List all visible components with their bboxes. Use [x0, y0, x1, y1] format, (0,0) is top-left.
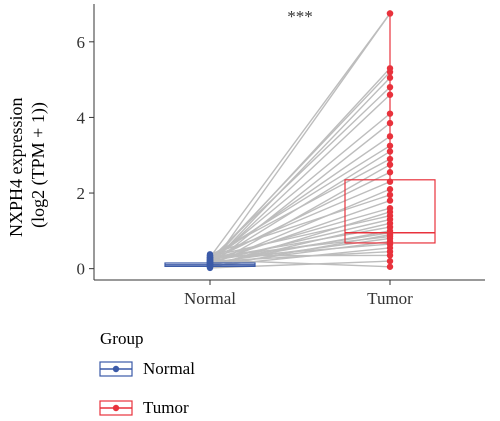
y-tick-label: 0	[77, 260, 86, 279]
y-tick-label: 2	[77, 184, 86, 203]
pair-line	[209, 13, 391, 258]
legend-key-tumor	[99, 400, 133, 416]
points-tumor	[386, 10, 394, 270]
point-tumor	[386, 178, 394, 185]
pair-line	[209, 211, 391, 268]
point-tumor	[386, 142, 394, 149]
point-tumor	[386, 191, 394, 199]
point-tumor	[386, 68, 394, 76]
point-tumor	[386, 263, 394, 270]
point-normal	[206, 256, 214, 264]
point-tumor	[386, 148, 394, 155]
pair-line	[209, 113, 391, 263]
pair-line	[209, 250, 391, 263]
point-tumor	[386, 133, 394, 140]
pair-line	[209, 259, 391, 268]
x-tick-label: Normal	[184, 289, 236, 308]
pair-line	[209, 13, 391, 268]
legend-label-normal: Normal	[143, 359, 195, 378]
point-tumor	[386, 155, 394, 163]
pair-line	[209, 158, 391, 257]
x-ticks: Normal Tumor	[184, 280, 413, 308]
pair-line	[209, 86, 391, 260]
pair-line	[209, 215, 391, 258]
pair-line	[209, 94, 391, 265]
point-tumor	[386, 119, 394, 127]
y-tick-label: 4	[77, 108, 86, 127]
legend-title: Group	[100, 329, 143, 348]
pair-line	[209, 194, 391, 255]
legend-key-normal	[99, 361, 133, 377]
legend-label-tumor: Tumor	[143, 398, 189, 417]
pair-line	[209, 207, 391, 261]
pair-line	[209, 218, 391, 263]
legend-entry-tumor: Tumor	[99, 398, 189, 417]
point-tumor	[386, 169, 394, 176]
point-tumor	[386, 91, 394, 98]
point-tumor	[386, 110, 394, 117]
point-tumor	[386, 83, 394, 91]
pair-line	[209, 181, 391, 259]
significance-label: ***	[287, 7, 313, 26]
point-normal	[206, 264, 214, 272]
pair-line	[209, 235, 391, 259]
pair-line	[209, 171, 391, 262]
legend: Group Normal Tumor	[99, 329, 195, 417]
point-tumor	[386, 74, 394, 81]
legend-entry-normal: Normal	[99, 359, 195, 378]
legend-key-point	[112, 365, 120, 373]
point-tumor	[386, 161, 394, 168]
point-tumor	[386, 257, 394, 265]
point-tumor	[386, 197, 394, 204]
y-axis-label: NXPH4 expression (log2 (TPM + 1))	[6, 93, 49, 237]
y-ticks: 0 2 4 6	[77, 33, 94, 279]
plot-area	[164, 10, 436, 272]
point-tumor	[386, 252, 394, 259]
x-tick-label: Tumor	[367, 289, 413, 308]
point-tumor	[386, 186, 394, 193]
pair-line	[209, 122, 391, 267]
y-axis-label-line-2: (log2 (TPM + 1))	[28, 102, 49, 228]
legend-key-point	[112, 404, 120, 412]
pair-line	[209, 77, 391, 266]
y-axis-label-line-1: NXPH4 expression	[6, 98, 26, 238]
point-tumor	[386, 10, 394, 17]
y-tick-label: 6	[77, 33, 86, 52]
points-normal	[206, 251, 214, 272]
pair-lines	[209, 13, 391, 269]
